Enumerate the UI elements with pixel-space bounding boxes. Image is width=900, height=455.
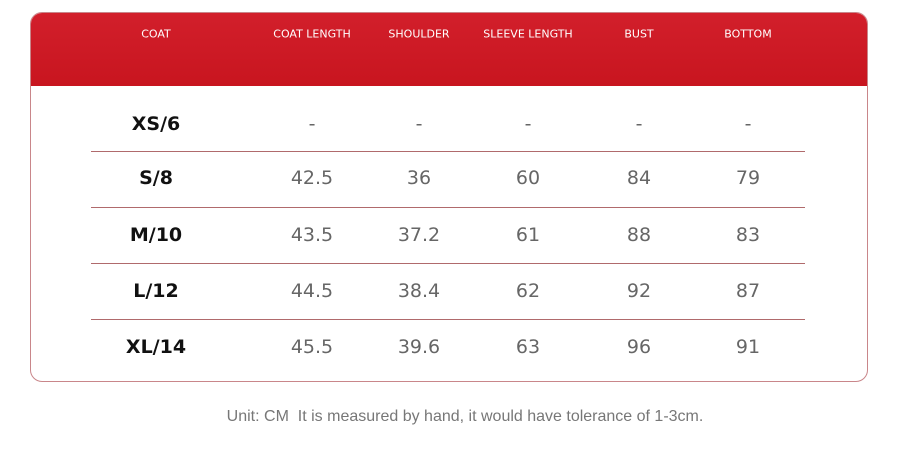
measure-cell: -	[308, 113, 316, 135]
measure-cell: 44.5	[290, 280, 334, 302]
measure-cell: 62	[515, 280, 541, 302]
header-cell: BUST	[624, 27, 654, 41]
measure-cell: 87	[735, 280, 761, 302]
measure-cell: -	[635, 113, 643, 135]
header-cell: COAT	[141, 27, 171, 41]
measure-cell: 39.6	[397, 336, 441, 358]
measure-cell: 83	[735, 224, 761, 246]
footer-note: Unit: CM It is measured by hand, it woul…	[226, 408, 704, 425]
measure-cell: 88	[626, 224, 652, 246]
header-cell: SLEEVE LENGTH	[483, 27, 573, 41]
row-separator	[91, 319, 805, 320]
size-label: XS/6	[131, 113, 181, 135]
measure-cell: 45.5	[290, 336, 334, 358]
row-separator	[91, 206, 805, 208]
measure-cell: 63	[515, 336, 541, 358]
row-separator	[91, 263, 805, 264]
size-label: L/12	[133, 280, 179, 302]
measure-cell: 37.2	[397, 224, 441, 246]
measure-cell: -	[744, 113, 752, 135]
size-label: M/10	[129, 224, 183, 246]
size-table: COAT COAT LENGTH SHOULDER SLEEVE LENGTH BUST…	[30, 12, 868, 382]
measure-cell: 96	[626, 336, 652, 358]
measure-cell: 60	[515, 167, 541, 189]
measure-cell: 92	[626, 280, 652, 302]
measure-cell: -	[524, 113, 532, 135]
header-cell: BOTTOM	[724, 27, 772, 41]
table-header: COAT COAT LENGTH SHOULDER SLEEVE LENGTH BUST…	[31, 13, 867, 86]
measure-cell: -	[415, 113, 423, 135]
header-cell: COAT LENGTH	[273, 27, 351, 41]
measure-cell: 42.5	[290, 167, 334, 189]
size-label: S/8	[139, 167, 173, 189]
measure-cell: 79	[735, 167, 761, 189]
measure-cell: 36	[406, 167, 432, 189]
measure-cell: 38.4	[397, 280, 441, 302]
measure-cell: 61	[515, 224, 541, 246]
measure-cell: 43.5	[290, 224, 334, 246]
size-label: XL/14	[125, 336, 187, 358]
header-cell: SHOULDER	[388, 27, 450, 41]
measure-cell: 91	[735, 336, 761, 358]
row-separator	[91, 151, 805, 152]
measure-cell: 84	[626, 167, 652, 189]
